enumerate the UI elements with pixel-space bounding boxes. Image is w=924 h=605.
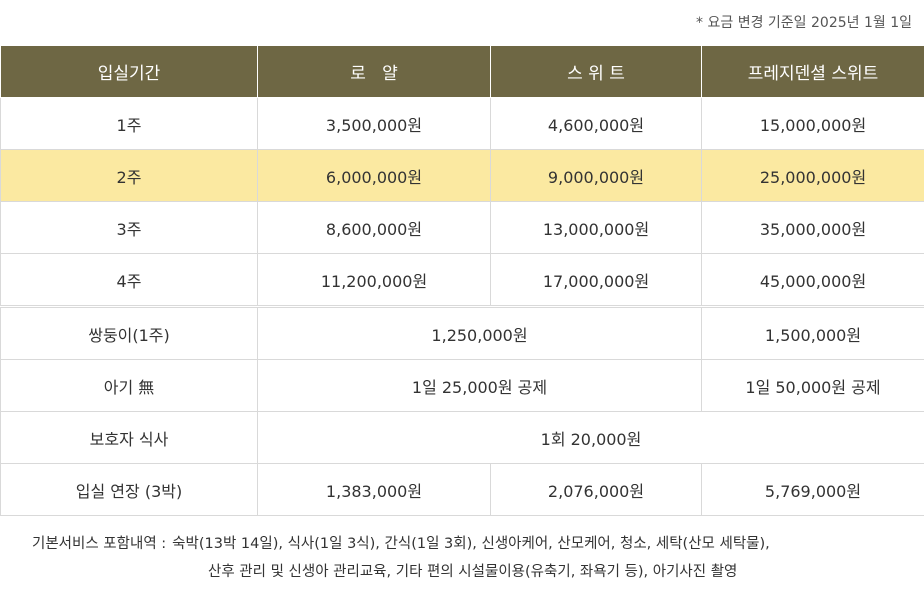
included-services-text: 숙박(13박 14일), 식사(1일 3식), 간식(1일 3회), 신생아케어… [172, 536, 770, 552]
royal-price: 3,500,000원 [257, 97, 491, 150]
presidential-price: 45,000,000원 [701, 253, 924, 307]
table-row-highlighted: 2주 6,000,000원 9,000,000원 25,000,000원 [0, 149, 924, 202]
twins-presidential-price: 1,500,000원 [701, 305, 924, 360]
header-royal: 로 얄 [257, 46, 491, 98]
no-baby-royal-suite-deduction: 1일 25,000원 공제 [257, 359, 702, 412]
period-cell: 3주 [0, 201, 258, 254]
rate-change-note: * 요금 변경 기준일 2025년 1월 1일 [696, 15, 912, 31]
suite-price: 13,000,000원 [490, 201, 702, 254]
extension-row: 입실 연장 (3박) 1,383,000원 2,076,000원 5,769,0… [0, 463, 924, 516]
included-services: 기본서비스 포함내역 : 숙박(13박 14일), 식사(1일 3식), 간식(1… [32, 530, 912, 586]
suite-price: 9,000,000원 [490, 149, 702, 202]
included-services-label: 기본서비스 포함내역 : [32, 536, 167, 552]
extension-suite-price: 2,076,000원 [490, 463, 702, 516]
table-row: 4주 11,200,000원 17,000,000원 45,000,000원 [0, 253, 924, 307]
guardian-meal-price: 1회 20,000원 [257, 411, 924, 464]
royal-price: 8,600,000원 [257, 201, 491, 254]
header-presidential: 프레지덴셜 스위트 [701, 46, 924, 98]
header-suite: 스 위 트 [490, 46, 702, 98]
twins-row: 쌍둥이(1주) 1,250,000원 1,500,000원 [0, 305, 924, 360]
suite-price: 4,600,000원 [490, 97, 702, 150]
table-header-row: 입실기간 로 얄 스 위 트 프레지덴셜 스위트 [0, 46, 924, 98]
extension-royal-price: 1,383,000원 [257, 463, 491, 516]
presidential-price: 15,000,000원 [701, 97, 924, 150]
table-row: 1주 3,500,000원 4,600,000원 15,000,000원 [0, 97, 924, 150]
price-table: 입실기간 로 얄 스 위 트 프레지덴셜 스위트 1주 3,500,000원 4… [0, 46, 924, 516]
presidential-price: 35,000,000원 [701, 201, 924, 254]
period-cell: 2주 [0, 149, 258, 202]
royal-price: 11,200,000원 [257, 253, 491, 307]
included-services-line2: 산후 관리 및 신생아 관리교육, 기타 편의 시설물이용(유축기, 좌욕기 등… [208, 564, 738, 580]
no-baby-label: 아기 無 [0, 359, 258, 412]
header-period: 입실기간 [0, 46, 258, 98]
twins-label: 쌍둥이(1주) [0, 305, 258, 360]
extension-label: 입실 연장 (3박) [0, 463, 258, 516]
suite-price: 17,000,000원 [490, 253, 702, 307]
included-services-line1: 기본서비스 포함내역 : 숙박(13박 14일), 식사(1일 3식), 간식(1… [32, 530, 912, 558]
no-baby-presidential-deduction: 1일 50,000원 공제 [701, 359, 924, 412]
extension-presidential-price: 5,769,000원 [701, 463, 924, 516]
royal-price: 6,000,000원 [257, 149, 491, 202]
period-cell: 4주 [0, 253, 258, 307]
presidential-price: 25,000,000원 [701, 149, 924, 202]
twins-royal-suite-price: 1,250,000원 [257, 305, 702, 360]
guardian-meal-label: 보호자 식사 [0, 411, 258, 464]
guardian-meal-row: 보호자 식사 1회 20,000원 [0, 411, 924, 464]
no-baby-row: 아기 無 1일 25,000원 공제 1일 50,000원 공제 [0, 359, 924, 412]
period-cell: 1주 [0, 97, 258, 150]
table-row: 3주 8,600,000원 13,000,000원 35,000,000원 [0, 201, 924, 254]
